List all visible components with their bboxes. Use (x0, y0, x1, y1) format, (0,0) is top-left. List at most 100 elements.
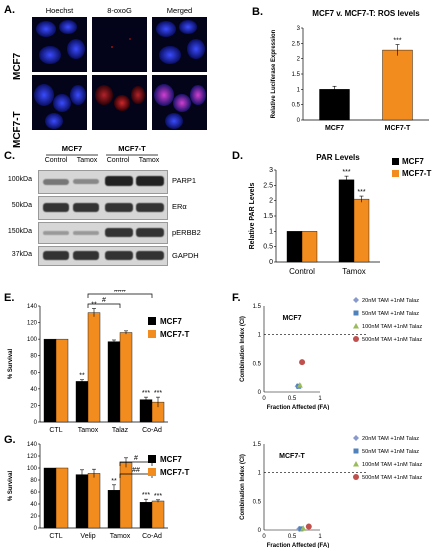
blot-group-underlines (46, 154, 158, 156)
significance-marker: # (134, 455, 138, 462)
x-tick-label: Control (289, 267, 315, 276)
bar (139, 399, 153, 423)
data-point (299, 359, 306, 366)
significance-bracket (119, 461, 153, 466)
x-tick-label: 1 (318, 534, 322, 540)
blot-strip-perbb2 (38, 222, 168, 244)
x-axis-title: Fraction Affected (FA) (267, 543, 329, 548)
bar (75, 381, 89, 423)
marker-150kda: 150kDa (7, 228, 32, 235)
y-tick-label: 1 (258, 471, 262, 477)
x-tick-label: Velip (80, 533, 95, 540)
micrograph-mcf7-merged (152, 17, 207, 72)
legend-swatch (148, 468, 156, 476)
micrograph-mcf7-8oxog (92, 17, 147, 72)
x-tick-label: 0 (262, 534, 266, 540)
blot-strip-parp1 (38, 170, 168, 194)
y-tick-label: 3 (297, 26, 301, 32)
x-tick-label: Co-Ad (142, 427, 162, 434)
legend-label: MCF7-T (402, 169, 431, 178)
y-tick-label: 0 (34, 526, 38, 532)
blot-group-mcf7t: MCF7-T (118, 144, 146, 153)
chart-title: MCF7-T (279, 453, 305, 460)
row-label-mcf7: MCF7 (12, 52, 23, 80)
row-label-mcf7t: MCF7-T (12, 111, 23, 148)
legend-label: 20nM TAM +1nM Talaz (362, 298, 419, 304)
y-axis-title: Relative PAR Levels (249, 183, 256, 250)
protein-label-parp1: PARP1 (172, 176, 197, 185)
y-tick-label: 140 (27, 304, 38, 310)
bar (319, 89, 350, 121)
legend-marker (353, 448, 359, 454)
y-tick-label: 60 (30, 370, 37, 376)
x-tick-label: Tamox (110, 533, 131, 540)
x-tick-label: 0.5 (288, 534, 297, 540)
legend-label: MCF7 (160, 317, 182, 326)
panel-label-g: G. (4, 434, 16, 446)
legend-swatch (392, 170, 399, 177)
y-tick-label: 0.5 (253, 361, 262, 367)
bar (338, 179, 355, 263)
panel-label-d: D. (232, 150, 243, 162)
protein-label-perbb2: pERBB2 (172, 228, 201, 237)
y-tick-label: 0 (258, 528, 262, 534)
y-axis-title: Combination Index (CI) (240, 316, 246, 382)
data-point (300, 525, 307, 531)
legend-label: MCF7 (160, 455, 182, 464)
x-axis-title: Fraction Affected (FA) (267, 405, 329, 410)
x-tick-label: Tamox (78, 427, 99, 434)
legend-swatch (392, 158, 399, 165)
legend-label: 500nM TAM +1nM Talaz (362, 337, 422, 343)
legend-label: 500nM TAM +1nM Talaz (362, 475, 422, 481)
blot-lane-label: Tamox (76, 157, 98, 164)
y-axis-title: % Survival (8, 348, 14, 379)
legend-label: 20nM TAM +1nM Talaz (362, 436, 419, 442)
legend-marker (353, 435, 359, 441)
bar (75, 474, 89, 529)
x-tick-label: MCF7-T (385, 125, 411, 132)
significance-stars: ** (91, 301, 97, 308)
y-tick-label: 3 (269, 167, 273, 174)
y-axis-title: % Survival (8, 470, 14, 501)
data-point (305, 523, 312, 530)
micrograph-mcf7-hoechst (32, 17, 87, 72)
y-axis-title: Relative Luciferase Expression (271, 29, 277, 118)
bar (55, 467, 69, 529)
bar (119, 332, 133, 423)
significance-stars: *** (342, 169, 350, 176)
y-tick-label: 40 (30, 387, 37, 393)
chart-ros-levels: MCF7 v. MCF7-T: ROS levels 0 0.5 1 1.5 2 2.5 3 R… (271, 9, 429, 132)
column-header-hoechst: Hoechst (45, 6, 74, 15)
significance-marker: ## (132, 467, 140, 474)
significance-stars: *** (142, 492, 150, 499)
x-tick-label: MCF7 (325, 125, 344, 132)
y-tick-label: 20 (30, 403, 37, 409)
legend-marker (353, 474, 359, 480)
significance-marker: # (102, 297, 106, 304)
bar (87, 473, 101, 529)
x-tick-label: Tamox (342, 267, 366, 276)
panel-label-f: F. (232, 292, 241, 304)
legend-marker (353, 323, 359, 329)
x-tick-label: Talaz (112, 427, 129, 434)
y-tick-label: 80 (30, 478, 37, 484)
chart-title: PAR Levels (316, 153, 360, 162)
significance-bracket (87, 303, 121, 308)
x-tick-label: 1 (318, 396, 322, 402)
x-tick-label: 0.5 (288, 396, 297, 402)
chart-par-levels: PAR Levels 0 0.5 1 1.5 2 2.5 3 Relative PAR Leve… (249, 153, 431, 276)
y-tick-label: 0 (297, 118, 301, 124)
bar (107, 490, 121, 529)
protein-label-er-alpha: ERα (172, 202, 187, 211)
y-axis-title: Combination Index (CI) (240, 454, 246, 520)
blot-strip-er-alpha (38, 196, 168, 220)
y-tick-label: 1.5 (253, 304, 262, 310)
y-tick-label: 1.5 (253, 442, 262, 448)
y-tick-label: 1.5 (263, 213, 273, 220)
bar (286, 231, 303, 263)
y-tick-label: 0.5 (253, 499, 262, 505)
legend-swatch (148, 317, 156, 325)
y-tick-label: 40 (30, 502, 37, 508)
legend-marker (353, 297, 359, 303)
y-tick-label: 2.5 (263, 182, 273, 189)
